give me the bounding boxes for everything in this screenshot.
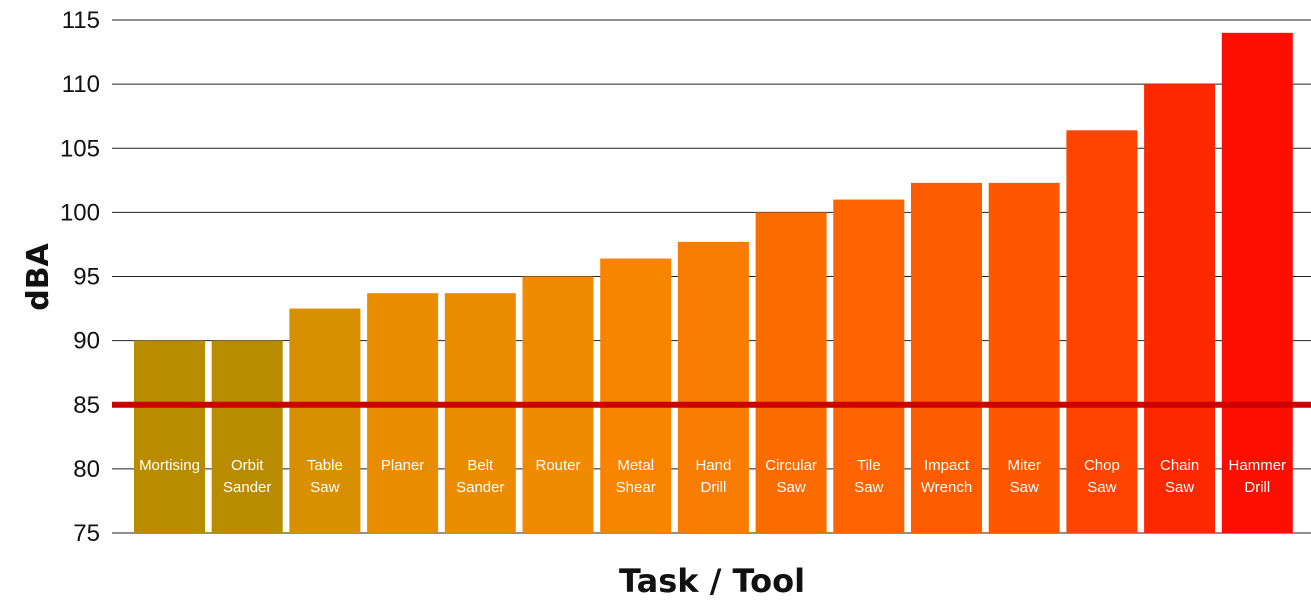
bar-category-label: Hammer Drill xyxy=(1229,457,1287,496)
bar xyxy=(1144,84,1216,533)
bar-category-label-line: Belt xyxy=(467,457,494,474)
bar-category-label-line: Table xyxy=(307,457,343,474)
bar xyxy=(444,293,516,533)
bar-category-label-line: Drill xyxy=(700,479,726,496)
bar-category-label-line: Chop xyxy=(1084,457,1120,474)
bar-category-label: Impact Wrench xyxy=(921,457,972,496)
y-axis-label: dBA xyxy=(21,242,56,310)
bar xyxy=(367,293,439,533)
bar-category-label-line: Metal xyxy=(617,457,654,474)
bar-category-label-line: Drill xyxy=(1244,479,1270,496)
bar-category-label-line: Router xyxy=(535,457,580,474)
bar-category-label: Circular Saw xyxy=(765,457,817,496)
bar-category-label-line: Saw xyxy=(1165,479,1194,496)
bar-category-label-line: Orbit xyxy=(231,457,264,474)
bar-category-label-line: Wrench xyxy=(921,479,972,496)
bar-category-label-line: Miter xyxy=(1008,457,1041,474)
bar-category-label: Miter Saw xyxy=(1008,457,1041,496)
bar-labels: Mortising Orbit Sander Table Saw Planer Belt Sa… xyxy=(139,457,1286,496)
y-tick-label: 110 xyxy=(62,71,100,98)
y-tick-label: 80 xyxy=(73,456,100,483)
y-tick-label: 100 xyxy=(60,199,100,226)
y-tick-labels: 75 80 85 90 95 100 105 110 115 xyxy=(60,7,100,547)
bar-category-label-line: Mortising xyxy=(139,457,200,474)
bar-category-label-line: Circular xyxy=(765,457,817,474)
y-tick-label: 75 xyxy=(73,520,100,547)
bar-category-label: Table Saw xyxy=(307,457,343,496)
bar xyxy=(911,182,982,533)
bar-category-label: Metal Shear xyxy=(616,457,656,496)
bar-category-label-line: Saw xyxy=(310,479,339,496)
bar xyxy=(1221,32,1293,533)
bar-category-label: Belt Sander xyxy=(456,457,504,496)
bar-category-label-line: Tile xyxy=(857,457,881,474)
bar-category-label: Chain Saw xyxy=(1160,457,1199,496)
bar-category-label-line: Hammer xyxy=(1229,457,1287,474)
bar-category-label: Tile Saw xyxy=(854,457,883,496)
bar xyxy=(289,308,361,533)
bar xyxy=(833,199,905,534)
bar-category-label-line: Shear xyxy=(616,479,656,496)
bar-category-label: Chop Saw xyxy=(1084,457,1120,496)
bar xyxy=(211,340,283,533)
bar-category-label: Hand Drill xyxy=(695,457,731,496)
bar xyxy=(1066,130,1138,534)
bar xyxy=(755,212,827,533)
bar-category-label-line: Saw xyxy=(1087,479,1116,496)
bar-category-label-line: Sander xyxy=(223,479,271,496)
bar-category-label-line: Sander xyxy=(456,479,504,496)
bar-category-label: Planer xyxy=(381,457,424,474)
bar-category-label-line: Saw xyxy=(854,479,883,496)
bar-category-label-line: Impact xyxy=(924,457,970,474)
y-tick-label: 115 xyxy=(62,7,100,34)
bar-category-label: Router xyxy=(535,457,580,474)
y-tick-label: 95 xyxy=(73,264,100,291)
bar xyxy=(134,340,205,533)
bar-category-label-line: Saw xyxy=(777,479,806,496)
x-axis-label: Task / Tool xyxy=(619,562,805,600)
bar xyxy=(988,182,1060,533)
bars xyxy=(134,32,1293,534)
y-tick-label: 85 xyxy=(73,392,100,419)
y-tick-label: 90 xyxy=(73,328,100,355)
y-tick-label: 105 xyxy=(60,135,100,162)
bar-category-label-line: Saw xyxy=(1010,479,1039,496)
bar xyxy=(677,241,749,533)
bar-category-label: Mortising xyxy=(139,457,200,474)
bar-category-label-line: Chain xyxy=(1160,457,1199,474)
bar-category-label: Orbit Sander xyxy=(223,457,271,496)
bar xyxy=(600,258,672,533)
bar-category-label-line: Hand xyxy=(695,457,731,474)
bar-category-label-line: Planer xyxy=(381,457,424,474)
